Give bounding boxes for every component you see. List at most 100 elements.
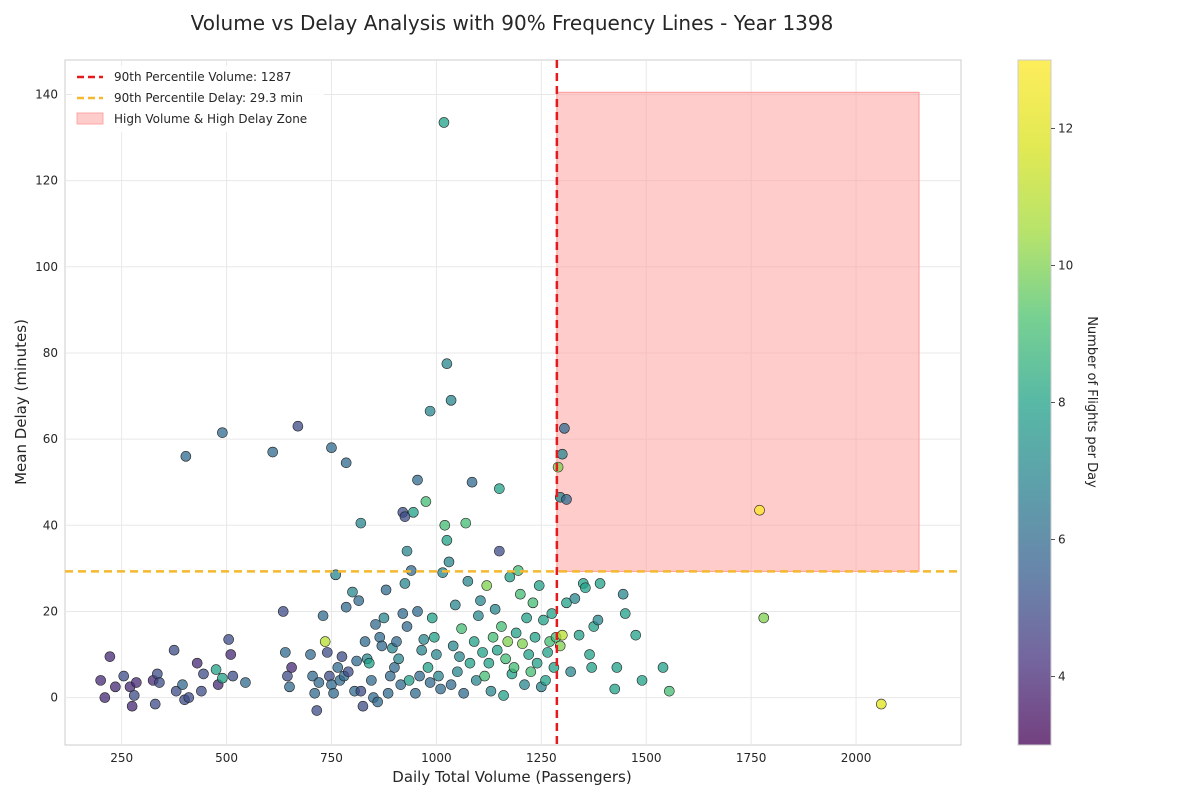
data-point: [319, 636, 331, 647]
data-point: [525, 666, 537, 678]
data-point: [391, 636, 402, 647]
data-point: [170, 685, 182, 697]
data-point: [565, 666, 577, 678]
data-point: [443, 556, 455, 568]
data-point: [489, 603, 501, 615]
data-point: [313, 677, 325, 688]
legend-label-delay: 90th Percentile Delay: 29.3 min: [114, 91, 303, 105]
data-point: [399, 511, 411, 522]
data-point: [546, 608, 558, 619]
data-point: [217, 427, 228, 438]
colorbar-gradient: [1017, 59, 1052, 746]
colorbar-label: Number of Flights per Day: [1084, 316, 1099, 488]
data-point: [324, 670, 335, 682]
data-point: [477, 647, 488, 658]
data-point: [99, 692, 111, 703]
data-point: [584, 649, 595, 660]
y-tick-label: 60: [43, 432, 58, 446]
data-point: [460, 517, 472, 529]
data-point: [586, 662, 597, 673]
data-point: [353, 595, 365, 606]
colorbar-tick-label: 4: [1058, 670, 1066, 684]
data-point: [227, 670, 239, 682]
data-point: [636, 675, 648, 686]
data-point: [515, 588, 526, 600]
data-point: [464, 657, 476, 669]
data-point: [309, 688, 321, 699]
reference-lines: [65, 60, 961, 745]
data-point: [277, 606, 289, 617]
data-point: [508, 662, 520, 673]
x-tick-label: 1000: [421, 751, 452, 765]
data-point: [342, 666, 354, 678]
data-point: [754, 504, 765, 516]
zone-layer: [556, 91, 920, 572]
tick-layer: 250 500 750 1000 1250 1500 1750 2000 0 20 40 60 80 10…: [35, 87, 871, 765]
data-point: [462, 575, 474, 587]
y-axis-label: Mean Delay (minutes): [12, 319, 30, 485]
y-tick-label: 0: [50, 691, 58, 705]
x-tick-label: 1750: [736, 751, 767, 765]
colorbar-ticks: 4 6 8 10 12: [1051, 122, 1073, 684]
data-point: [540, 675, 551, 686]
data-point: [321, 647, 333, 658]
x-axis-label: Daily Total Volume (Passengers): [392, 768, 631, 786]
data-point: [664, 685, 675, 697]
data-point: [557, 448, 568, 460]
data-point: [240, 677, 251, 688]
data-point: [494, 483, 505, 494]
data-point: [355, 517, 367, 529]
x-tick-label: 500: [215, 751, 238, 765]
data-point: [529, 631, 541, 643]
data-point: [447, 640, 459, 652]
data-point: [408, 507, 419, 518]
title-layer: Volume vs Delay Analysis with 90% Freque…: [191, 11, 834, 35]
data-point: [403, 675, 415, 686]
data-point: [131, 677, 142, 688]
data-point: [154, 677, 165, 688]
chart-title: Volume vs Delay Analysis with 90% Freque…: [191, 11, 834, 35]
data-point: [372, 696, 383, 708]
data-point: [481, 580, 493, 591]
data-point: [382, 688, 394, 699]
data-point: [630, 629, 642, 641]
data-point: [110, 681, 121, 693]
data-point: [561, 597, 572, 609]
data-point: [657, 662, 669, 673]
data-point: [95, 675, 106, 686]
data-point: [531, 657, 543, 669]
data-point: [412, 606, 423, 617]
data-point: [424, 405, 436, 417]
data-point: [561, 494, 572, 505]
data-point: [267, 446, 279, 458]
data-point: [487, 631, 499, 643]
data-point: [336, 651, 348, 662]
data-point: [370, 619, 381, 630]
data-point: [149, 698, 161, 710]
data-point: [438, 117, 450, 128]
data-point: [401, 621, 413, 632]
data-point: [326, 442, 337, 454]
data-point: [305, 649, 316, 660]
data-point: [152, 668, 163, 680]
data-point: [580, 582, 591, 594]
data-point: [439, 519, 451, 531]
data-point: [552, 461, 564, 473]
data-point: [416, 644, 428, 656]
legend-swatch-zone: [76, 112, 104, 125]
data-point: [424, 677, 436, 688]
x-tick-label: 2000: [841, 751, 872, 765]
data-point: [351, 655, 362, 667]
data-point: [347, 586, 358, 598]
legend-label-zone: High Volume & High Delay Zone: [114, 112, 307, 126]
data-point: [378, 612, 390, 624]
data-point: [395, 679, 407, 690]
data-point: [414, 670, 425, 682]
data-point: [758, 612, 770, 624]
data-point: [594, 578, 606, 589]
data-point: [401, 545, 413, 557]
data-point: [317, 610, 329, 622]
colorbar: 4 6 8 10 12 Number of Flights per Day: [1017, 59, 1099, 746]
data-point: [420, 496, 432, 507]
data-point: [223, 634, 234, 645]
